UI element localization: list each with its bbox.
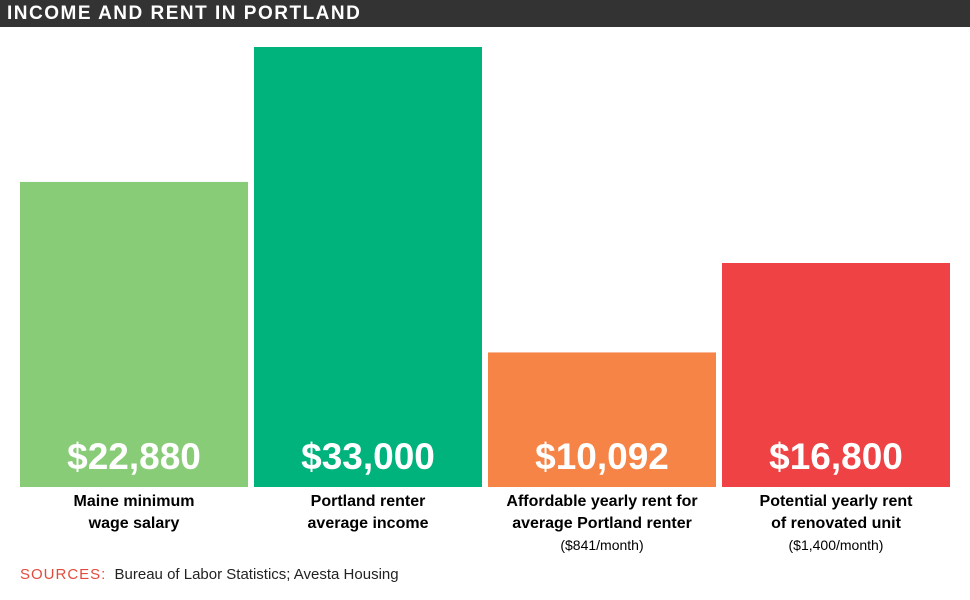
category-label-4-line-2: of renovated unit xyxy=(771,515,901,532)
category-note-3: ($841/month) xyxy=(560,537,643,553)
category-label-2-line-1: Portland renter xyxy=(311,493,426,510)
bar-1 xyxy=(20,181,248,487)
category-label-1-line-2: wage salary xyxy=(88,515,180,532)
bar-value-label-4: $16,800 xyxy=(769,436,903,477)
bar-value-label-1: $22,880 xyxy=(67,436,201,477)
chart-title: INCOME AND RENT IN PORTLAND xyxy=(7,3,362,24)
category-label-3-line-2: average Portland renter xyxy=(512,515,692,532)
sources-note: SOURCES: Bureau of Labor Statistics; Ave… xyxy=(20,566,399,583)
bar-2 xyxy=(254,47,482,487)
category-label-4-line-1: Potential yearly rent xyxy=(760,493,914,510)
sources-label: SOURCES: xyxy=(20,566,107,583)
bar-value-label-2: $33,000 xyxy=(301,436,435,477)
category-label-3-line-1: Affordable yearly rent for xyxy=(506,493,697,510)
bar-value-label-3: $10,092 xyxy=(535,436,669,477)
bar-4 xyxy=(722,263,950,487)
category-label-2-line-2: average income xyxy=(308,515,429,532)
sources-text: Bureau of Labor Statistics; Avesta Housi… xyxy=(114,566,399,583)
bar-3 xyxy=(488,352,716,487)
category-note-4: ($1,400/month) xyxy=(789,537,884,553)
category-label-1-line-1: Maine minimum xyxy=(74,493,195,510)
title-bar: INCOME AND RENT IN PORTLAND xyxy=(0,0,970,27)
